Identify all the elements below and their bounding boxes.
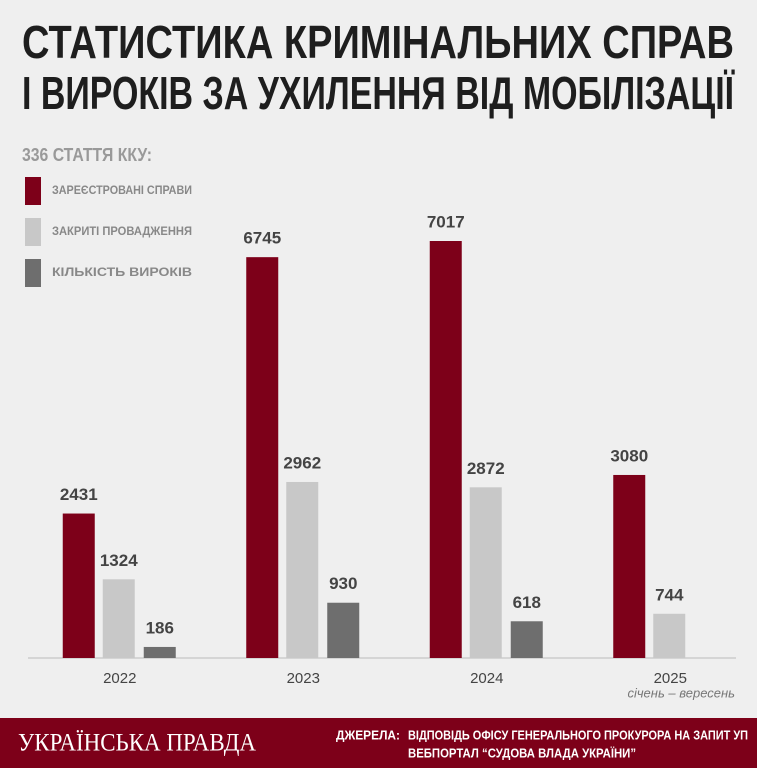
- bar: [143, 646, 176, 658]
- legend-label: КІЛЬКІСТЬ ВИРОКІВ: [52, 265, 192, 279]
- sources-label: ДЖЕРЕЛА:: [336, 727, 400, 742]
- legend-label: ЗАРЕЄСТРОВАНІ СПРАВИ: [52, 183, 192, 197]
- bar: [613, 474, 646, 658]
- legend-swatch: [25, 177, 41, 205]
- legend-swatch: [25, 218, 41, 246]
- subtitle: 336 СТАТТЯ ККУ:: [22, 145, 152, 165]
- value-label: 7017: [427, 212, 465, 231]
- source: ВІДПОВІДЬ ОФІСУ ГЕНЕРАЛЬНОГО ПРОКУРОРА Н…: [408, 727, 748, 742]
- bar: [429, 241, 462, 658]
- legend-label: ЗАКРИТІ ПРОВАДЖЕННЯ: [52, 224, 192, 238]
- bar: [469, 487, 502, 658]
- value-label: 3080: [610, 446, 648, 465]
- bar: [286, 481, 319, 658]
- bar: [102, 579, 135, 658]
- value-label: 2431: [60, 485, 98, 504]
- chart-title: СТАТИСТИКА КРИМІНАЛЬНИХ СПРАВ: [22, 16, 734, 68]
- x-tick-label: 2022: [103, 670, 136, 687]
- chart-title: І ВИРОКІВ ЗА УХИЛЕННЯ ВІД МОБІЛІЗАЦІЇ: [22, 67, 735, 119]
- bar: [246, 257, 279, 658]
- legend-swatch: [25, 259, 41, 287]
- footer: [0, 718, 757, 768]
- x-tick-label: 2024: [470, 670, 503, 687]
- bar: [510, 621, 543, 658]
- value-label: 186: [146, 618, 174, 637]
- category-note: січень – вересень: [627, 685, 735, 700]
- value-label: 2872: [467, 459, 505, 478]
- bar: [62, 513, 95, 658]
- value-label: 2962: [283, 453, 321, 472]
- value-label: 618: [513, 593, 541, 612]
- x-tick-label: 2023: [287, 670, 320, 687]
- x-tick-label: 2025: [654, 670, 687, 687]
- source: ВЕБПОРТАЛ “СУДОВА ВЛАДА УКРАЇНИ”: [408, 745, 636, 760]
- bar: [653, 613, 686, 658]
- value-label: 1324: [100, 551, 138, 570]
- value-label: 6745: [243, 229, 281, 248]
- logo: УКРАЇНСЬКА ПРАВДА: [18, 730, 256, 757]
- value-label: 930: [329, 574, 357, 593]
- value-label: 744: [655, 585, 684, 604]
- bar: [327, 602, 360, 658]
